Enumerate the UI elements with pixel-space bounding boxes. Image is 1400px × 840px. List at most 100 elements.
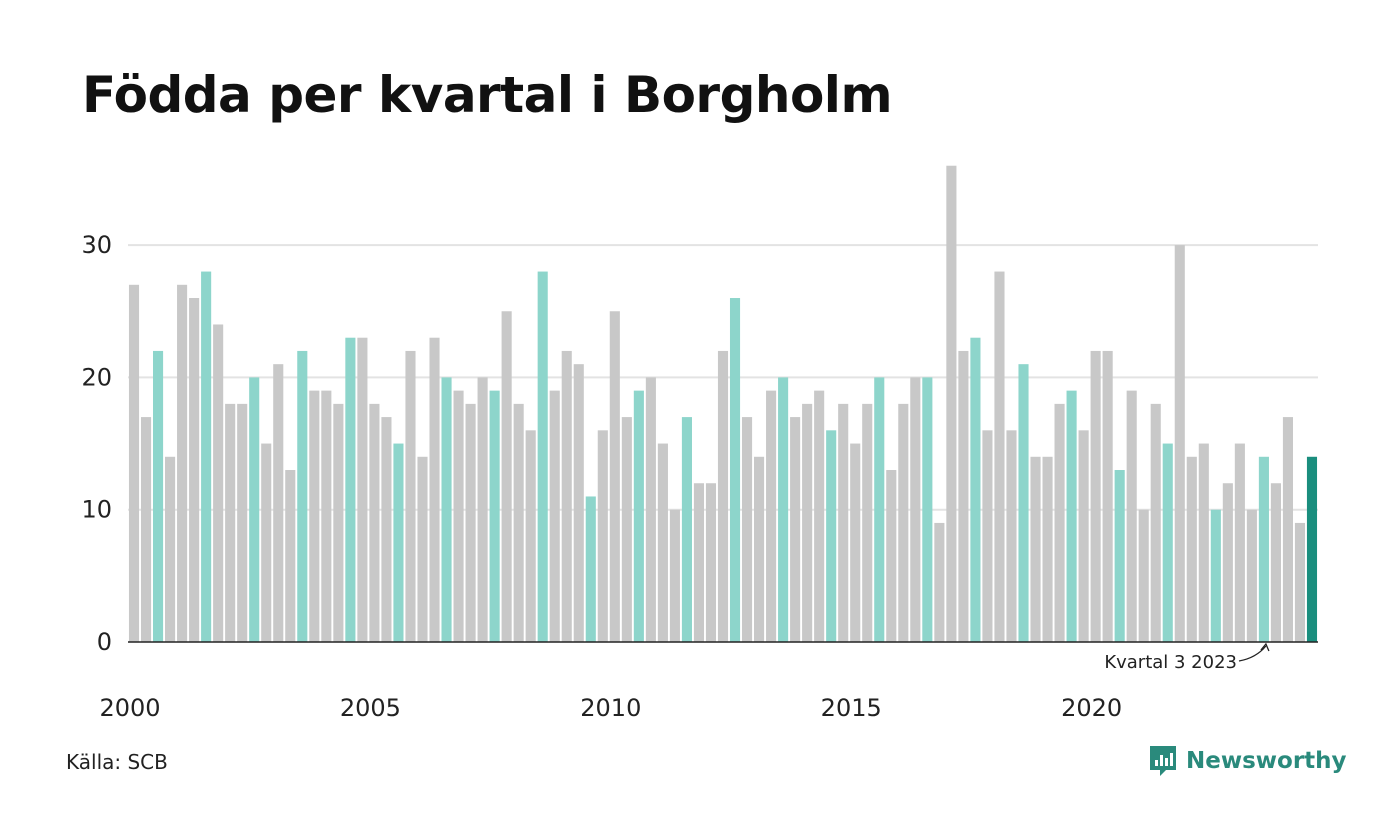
bar xyxy=(1150,403,1161,642)
y-tick-label: 0 xyxy=(97,628,112,656)
bar xyxy=(165,456,176,642)
bar xyxy=(1222,483,1233,642)
bar xyxy=(309,390,320,642)
bar xyxy=(249,377,260,642)
bar xyxy=(1270,483,1281,642)
bar xyxy=(898,403,909,642)
bar xyxy=(850,443,861,642)
bar xyxy=(1126,390,1137,642)
bar xyxy=(537,271,548,642)
bar xyxy=(1294,522,1306,642)
source-label: Källa: SCB xyxy=(66,750,168,774)
bar xyxy=(754,456,765,642)
bar xyxy=(862,403,873,642)
bar xyxy=(417,456,428,642)
bar xyxy=(1186,456,1197,642)
bar xyxy=(1138,509,1149,642)
bar xyxy=(585,496,596,642)
x-tick-label: 2015 xyxy=(821,694,882,722)
bar xyxy=(501,311,512,642)
bar xyxy=(958,350,969,642)
bar xyxy=(633,390,644,642)
bar xyxy=(261,443,272,642)
chart-title: Födda per kvartal i Borgholm xyxy=(82,66,893,124)
newsworthy-logo-icon xyxy=(1150,746,1176,776)
bar xyxy=(225,403,236,642)
bar xyxy=(1066,390,1077,642)
bar xyxy=(429,337,440,642)
y-tick-label: 10 xyxy=(81,496,112,524)
bar xyxy=(140,417,152,642)
bar xyxy=(934,522,945,642)
bar xyxy=(814,390,825,642)
bar xyxy=(201,271,212,642)
bar xyxy=(922,377,933,642)
bar xyxy=(1078,430,1089,642)
bar xyxy=(177,284,188,642)
bar xyxy=(273,364,284,642)
x-tick-label: 2000 xyxy=(99,694,160,722)
bar xyxy=(213,324,224,642)
brand-name: Newsworthy xyxy=(1186,748,1347,774)
bar xyxy=(1042,456,1053,642)
bar xyxy=(994,271,1005,642)
bar xyxy=(778,377,789,642)
bar xyxy=(189,298,200,642)
bar xyxy=(549,390,560,642)
bar xyxy=(333,403,344,642)
bar xyxy=(838,403,849,642)
annotation-label: Kvartal 3 2023 xyxy=(1104,652,1237,673)
bar xyxy=(681,417,692,642)
bar xyxy=(1090,350,1101,642)
bar xyxy=(1054,403,1065,642)
bar xyxy=(717,350,729,642)
bar xyxy=(561,350,572,642)
bar xyxy=(297,350,308,642)
bar xyxy=(285,470,296,642)
bar xyxy=(1234,443,1245,642)
bar xyxy=(237,403,248,642)
bars xyxy=(128,165,1318,642)
bar xyxy=(153,350,164,642)
bar xyxy=(1258,456,1269,642)
bar xyxy=(946,165,957,642)
bar xyxy=(381,417,392,642)
bar xyxy=(321,390,332,642)
bar xyxy=(489,390,500,642)
bar xyxy=(393,443,404,642)
brand-logo: Newsworthy xyxy=(1148,744,1347,778)
bar xyxy=(609,311,620,642)
x-tick-label: 2005 xyxy=(340,694,401,722)
bar xyxy=(453,390,464,642)
y-tick-label: 20 xyxy=(81,363,112,391)
bar xyxy=(645,377,656,642)
bar xyxy=(657,443,668,642)
bar xyxy=(441,377,452,642)
y-tick-label: 30 xyxy=(81,231,112,259)
bar xyxy=(1210,509,1221,642)
bar xyxy=(513,403,524,642)
bar xyxy=(669,509,680,642)
bar xyxy=(621,417,632,642)
bar xyxy=(128,284,140,642)
bar xyxy=(766,390,777,642)
bar xyxy=(1018,364,1029,642)
bar xyxy=(1282,417,1293,642)
bar xyxy=(1114,470,1125,642)
bar xyxy=(705,483,717,642)
bar xyxy=(1102,350,1113,642)
annotation-arrowhead xyxy=(1260,642,1270,652)
bar xyxy=(741,417,753,642)
bar xyxy=(477,377,488,642)
bar xyxy=(790,417,801,642)
bar xyxy=(982,430,993,642)
bar xyxy=(1030,456,1041,642)
bar xyxy=(826,430,837,642)
bar xyxy=(910,377,921,642)
bar xyxy=(1198,443,1209,642)
bar xyxy=(1006,430,1017,642)
tick-labels: 0 10 20 30 2000 2005 2010 2015 2020 xyxy=(81,231,1122,722)
bar xyxy=(1174,245,1185,642)
bar xyxy=(525,430,536,642)
